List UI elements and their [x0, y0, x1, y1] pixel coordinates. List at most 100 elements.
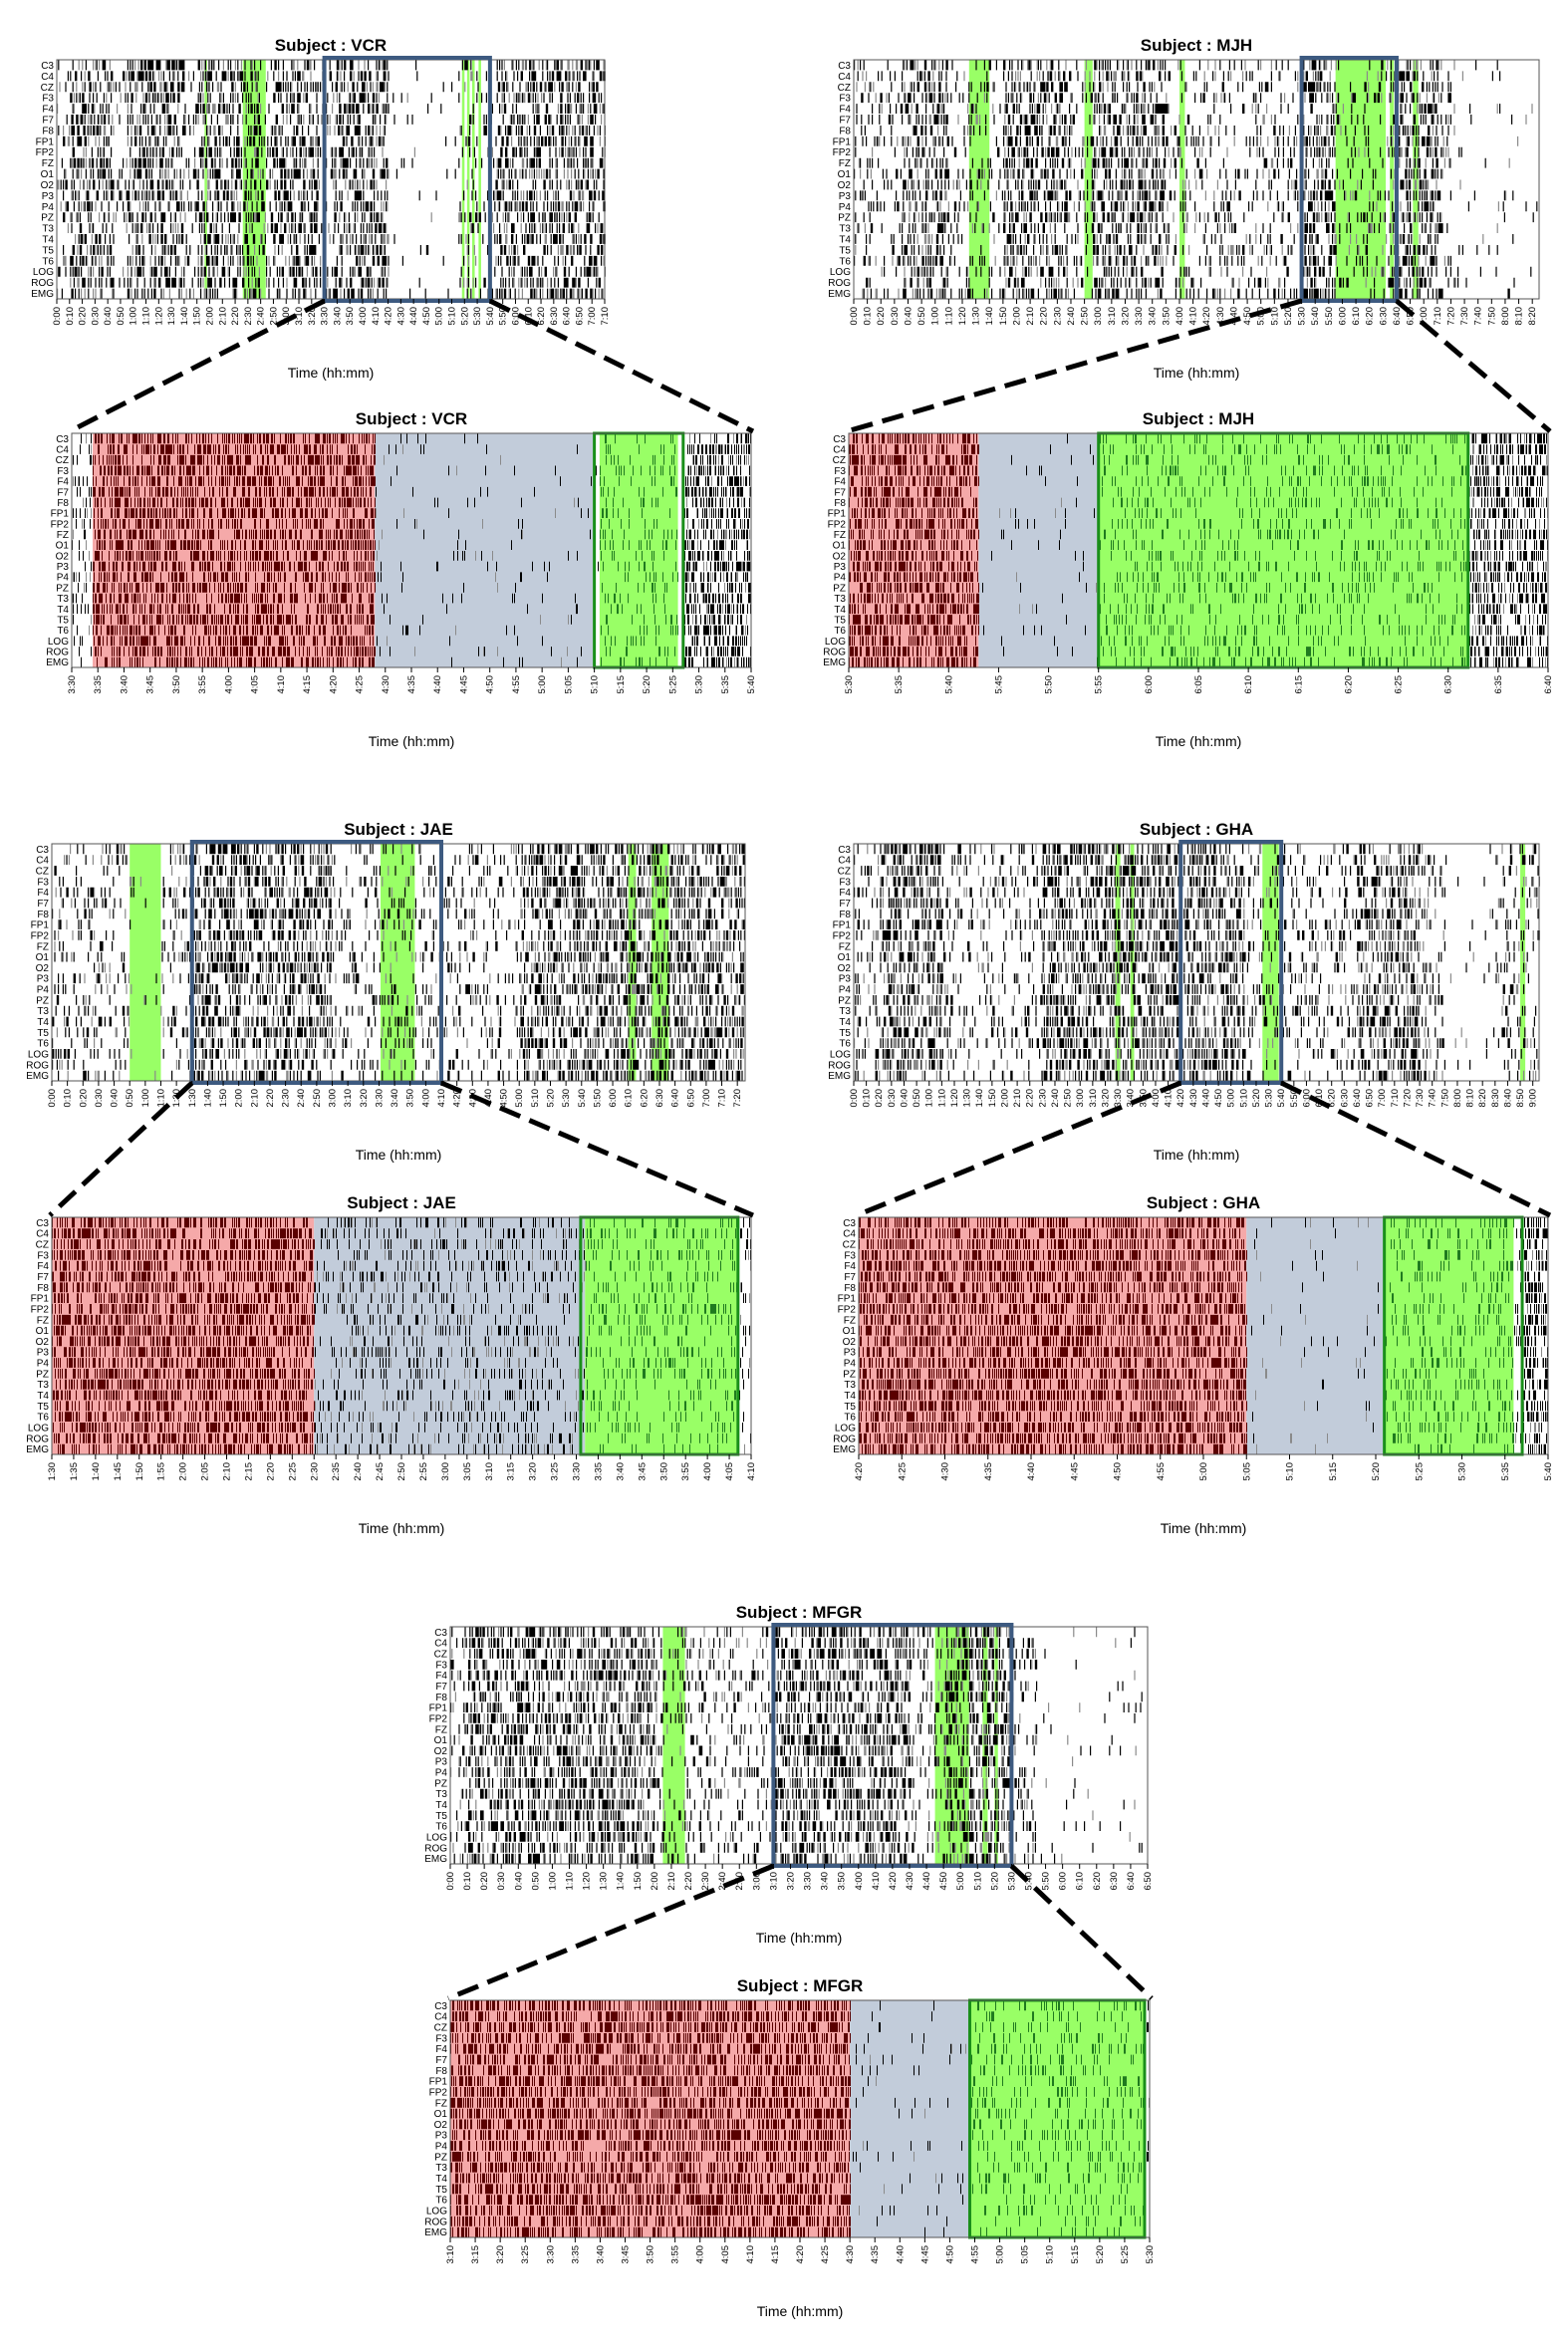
- panel-9-full: Subject : MFGR C3C4CZF3F4F7F8FP1FP2FZO1O2…: [424, 1603, 1154, 1946]
- zoom-window-box: [1299, 56, 1399, 303]
- channel-label: T6: [844, 1413, 856, 1424]
- nrem-period: [375, 433, 595, 667]
- x-tick-label: 6:50: [1143, 1872, 1154, 1891]
- channel-label: PZ: [434, 1778, 447, 1789]
- x-tick-label: 1:10: [936, 1089, 947, 1108]
- x-axis-label: Time (hh:mm): [1154, 1147, 1240, 1163]
- x-tick-label: 3:30: [1113, 1089, 1124, 1108]
- y-axis: C3C4CZF3F4F7F8FP1FP2FZO1O2P3P4PZT3T4T5T6…: [828, 845, 851, 1082]
- x-tick-label: 0:00: [445, 1872, 456, 1891]
- x-tick-label: 5:30: [844, 675, 855, 694]
- x-tick-label: 8:20: [1477, 1089, 1488, 1108]
- x-tick-label: 0:10: [862, 1089, 873, 1108]
- x-tick-label: 5:30: [1297, 307, 1308, 326]
- x-tick-label: 5:30: [1264, 1089, 1275, 1108]
- x-tick-label: 2:45: [375, 1462, 386, 1481]
- channel-label: C4: [434, 2012, 447, 2023]
- x-tick-label: 4:25: [820, 2245, 831, 2264]
- channel-label: FP2: [51, 519, 70, 530]
- channel-label: F4: [834, 477, 846, 488]
- x-tick-label: 1:20: [949, 1089, 960, 1108]
- x-tick-label: 6:40: [1392, 307, 1403, 326]
- rem-period: [204, 60, 207, 299]
- channel-label: O1: [434, 1735, 448, 1746]
- rem-period: [994, 1627, 998, 1864]
- channel-label: P4: [37, 985, 50, 996]
- x-axis: 3:10 3:15 3:20 3:25 3:30 3:35 3:40 3:45 3:50 3:55…: [445, 2237, 1156, 2264]
- x-tick-label: 5:10: [530, 1089, 541, 1108]
- x-tick-label: 4:05: [250, 675, 261, 694]
- x-tick-label: 2:50: [396, 1462, 407, 1481]
- event-raster: [450, 1627, 1143, 1864]
- x-tick-label: 6:25: [1394, 675, 1405, 694]
- channel-label: C3: [36, 1218, 49, 1229]
- x-tick-label: 1:00: [547, 1872, 558, 1891]
- x-tick-label: 3:50: [345, 307, 356, 326]
- channel-label: C3: [434, 2001, 447, 2012]
- x-tick-label: 5:15: [616, 675, 627, 694]
- x-tick-label: 3:30: [1134, 307, 1145, 326]
- channel-label: T4: [844, 1391, 856, 1402]
- x-tick-label: 2:30: [700, 1872, 711, 1891]
- x-tick-label: 2:50: [312, 1089, 323, 1108]
- channel-label: LOG: [48, 637, 69, 648]
- x-tick-label: 6:20: [1327, 1089, 1338, 1108]
- x-tick-label: 2:00: [204, 307, 215, 326]
- channel-label: P3: [37, 1348, 50, 1359]
- channel-label: PZ: [56, 583, 69, 594]
- plot-frame: [853, 59, 1540, 300]
- x-tick-label: 4:40: [1026, 1462, 1037, 1481]
- x-tick-label: 3:35: [93, 675, 104, 694]
- x-tick-label: 1:20: [957, 307, 968, 326]
- channel-label: LOG: [825, 637, 846, 648]
- x-tick-label: 4:35: [406, 675, 417, 694]
- x-tick-label: 7:40: [1473, 307, 1484, 326]
- x-tick-label: 3:40: [1148, 307, 1159, 326]
- x-tick-label: 0:40: [110, 1089, 121, 1108]
- x-tick-label: 1:50: [218, 1089, 229, 1108]
- x-tick-label: 3:20: [359, 1089, 370, 1108]
- x-tick-label: 6:40: [670, 1089, 681, 1108]
- x-tick-label: 3:10: [1107, 307, 1118, 326]
- x-tick-label: 5:30: [561, 1089, 572, 1108]
- x-tick-label: 6:50: [574, 307, 585, 326]
- channel-label: T5: [839, 245, 851, 256]
- x-tick-label: 4:50: [944, 2245, 955, 2264]
- x-tick-label: 3:40: [820, 1872, 831, 1891]
- event-marks-rem: [586, 1217, 738, 1454]
- x-axis: 0:000:100:200:300:400:501:001:101:201:30…: [47, 1081, 743, 1108]
- channel-label: F4: [839, 105, 851, 116]
- x-tick-label: 3:50: [1161, 307, 1172, 326]
- x-axis: 3:30 3:35 3:40 3:45 3:50 3:55 4:00 4:05 4:10 4:15…: [67, 667, 757, 694]
- channel-label: T5: [435, 2185, 447, 2196]
- x-tick-label: 7:00: [1377, 1089, 1388, 1108]
- rem-period: [982, 1627, 988, 1864]
- event-marks-light: [855, 60, 1533, 299]
- x-tick-label: 6:20: [1343, 675, 1354, 694]
- x-tick-label: 1:40: [179, 307, 190, 326]
- channel-label: F7: [57, 487, 69, 498]
- channel-label: P3: [37, 974, 50, 985]
- panel-title: Subject : MJH: [1143, 409, 1254, 428]
- x-tick-label: 4:40: [408, 307, 419, 326]
- x-tick-label: 0:20: [874, 1089, 885, 1108]
- y-axis: C3C4CZF3F4F7F8FP1FP2FZO1O2P3P4PZT3T4T5T6…: [424, 2001, 447, 2238]
- x-tick-label: 0:50: [912, 1089, 922, 1108]
- channel-label: CZ: [36, 1240, 49, 1251]
- x-axis-label: Time (hh:mm): [1161, 1520, 1247, 1536]
- zoom-connector-right: [1280, 1080, 1552, 1218]
- panel-7-full: Subject : GHAC3C4CZF3F4F7F8FP1FP2FZO1O2P…: [828, 820, 1540, 1163]
- x-axis-label: Time (hh:mm): [1154, 365, 1240, 381]
- channel-label: F3: [37, 1250, 49, 1261]
- panel-title: Subject : MFGR: [736, 1603, 863, 1622]
- x-tick-label: 7:00: [701, 1089, 712, 1108]
- rem-period: [969, 2000, 1145, 2237]
- x-tick-label: 1:30: [599, 1872, 610, 1891]
- channel-label: F3: [839, 877, 851, 888]
- x-tick-label: 3:00: [281, 307, 292, 326]
- x-tick-label: 4:10: [871, 1872, 882, 1891]
- channel-label: FP1: [51, 509, 70, 520]
- x-tick-label: 6:00: [1337, 307, 1348, 326]
- channel-label: T6: [435, 1822, 447, 1833]
- x-tick-label: 1:10: [565, 1872, 576, 1891]
